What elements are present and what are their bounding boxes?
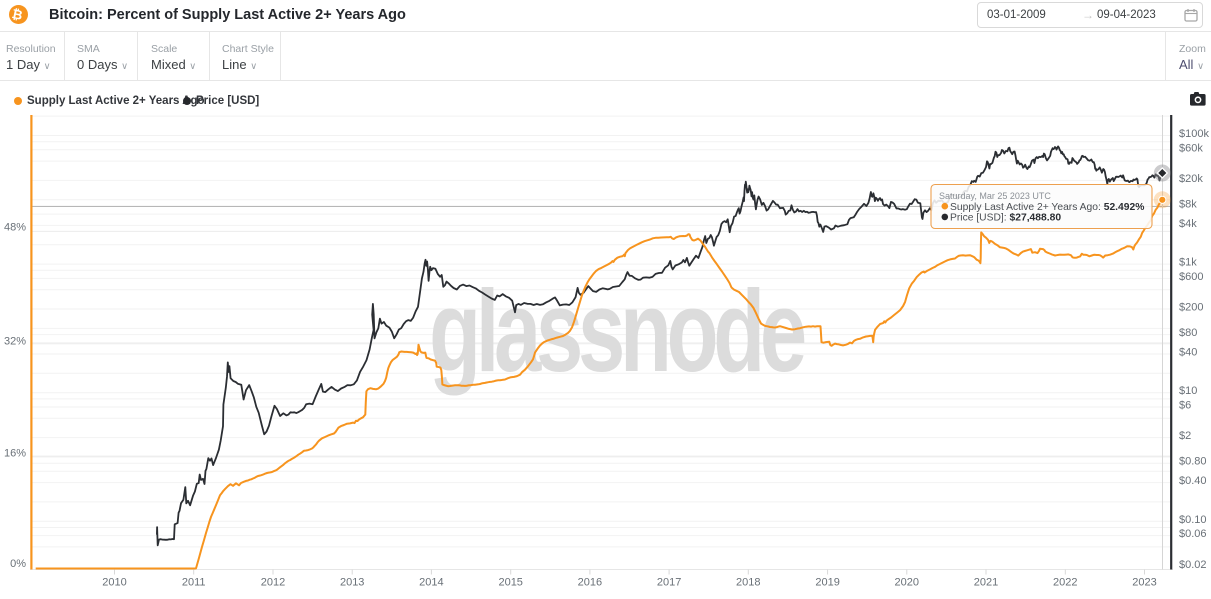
svg-text:$600: $600 [1179, 271, 1203, 283]
svg-text:32%: 32% [4, 336, 26, 348]
svg-text:2014: 2014 [419, 577, 443, 589]
svg-text:$0.06: $0.06 [1179, 528, 1207, 540]
svg-text:glassnode: glassnode [429, 266, 805, 396]
svg-text:$1k: $1k [1179, 257, 1197, 269]
svg-text:2020: 2020 [895, 577, 919, 589]
svg-text:$200: $200 [1179, 302, 1203, 314]
svg-text:2023: 2023 [1132, 577, 1156, 589]
svg-text:48%: 48% [4, 222, 26, 234]
svg-text:2013: 2013 [340, 577, 364, 589]
svg-text:Price [USD]: $27,488.80: Price [USD]: $27,488.80 [950, 213, 1061, 224]
svg-text:$0.40: $0.40 [1179, 475, 1207, 487]
svg-text:Saturday, Mar 25 2023 UTC: Saturday, Mar 25 2023 UTC [939, 191, 1051, 201]
svg-text:$0.80: $0.80 [1179, 456, 1207, 468]
svg-text:$0.10: $0.10 [1179, 514, 1207, 526]
svg-text:$6: $6 [1179, 400, 1191, 412]
svg-text:2018: 2018 [736, 577, 760, 589]
svg-text:$10: $10 [1179, 385, 1197, 397]
svg-text:$100k: $100k [1179, 128, 1209, 140]
svg-text:2017: 2017 [657, 577, 681, 589]
svg-text:$8k: $8k [1179, 199, 1197, 211]
svg-text:$0.02: $0.02 [1179, 559, 1207, 571]
svg-text:2012: 2012 [261, 577, 285, 589]
svg-text:$2: $2 [1179, 430, 1191, 442]
svg-text:2022: 2022 [1053, 577, 1077, 589]
svg-text:$40: $40 [1179, 346, 1197, 358]
svg-text:2015: 2015 [498, 577, 522, 589]
svg-text:2021: 2021 [974, 577, 998, 589]
svg-text:2016: 2016 [578, 577, 602, 589]
svg-text:2019: 2019 [815, 577, 839, 589]
svg-text:2010: 2010 [102, 577, 126, 589]
svg-text:16%: 16% [4, 448, 26, 460]
svg-text:0%: 0% [10, 558, 26, 570]
svg-text:Supply Last Active 2+ Years Ag: Supply Last Active 2+ Years Ago: 52.492% [950, 202, 1144, 213]
svg-text:2011: 2011 [182, 577, 206, 589]
svg-text:$80: $80 [1179, 327, 1197, 339]
svg-text:$4k: $4k [1179, 218, 1197, 230]
svg-text:$60k: $60k [1179, 142, 1203, 154]
svg-text:$20k: $20k [1179, 173, 1203, 185]
